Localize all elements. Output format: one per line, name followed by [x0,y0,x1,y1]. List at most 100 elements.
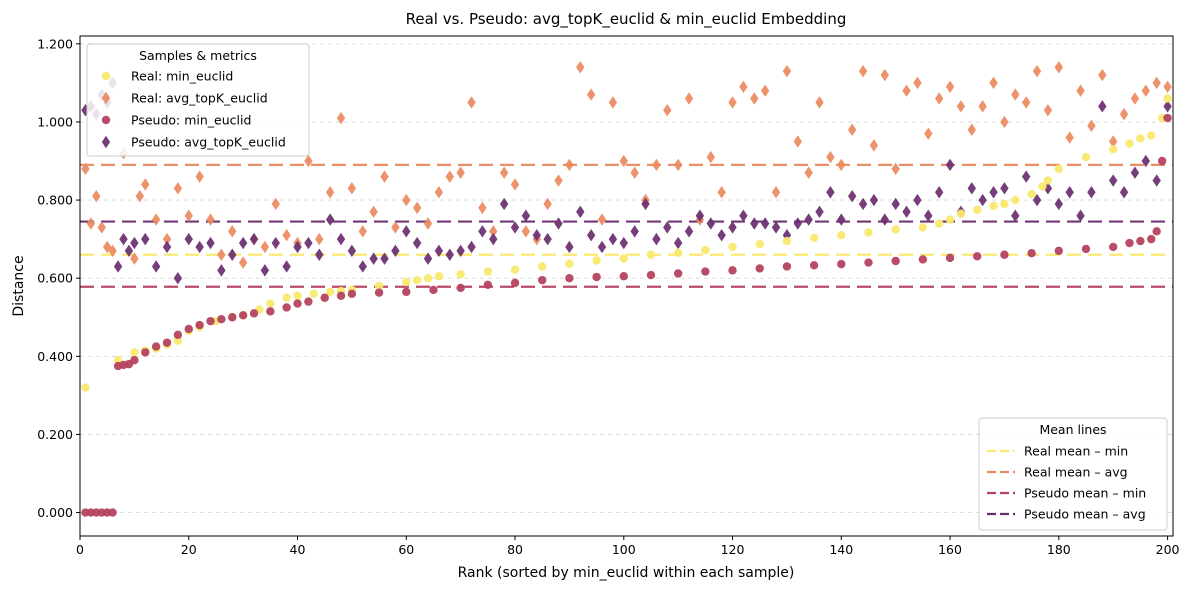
data-point [412,201,422,215]
data-point [1054,246,1064,256]
data-point [108,508,117,517]
data-point [934,92,944,105]
y-axis: 0.000 0.200 0.400 0.600 0.800 1.000 1.200 [37,36,80,520]
y-tick-label: 0.200 [37,427,73,442]
data-point [336,111,346,125]
data-point [1021,96,1031,109]
data-point [739,80,748,93]
data-point [641,197,650,211]
legend-label: Pseudo mean – min [1024,486,1146,501]
data-point [804,213,813,226]
data-point [663,104,672,117]
data-point [380,170,389,183]
data-point [924,127,933,140]
data-point [434,244,444,258]
data-point [173,182,183,195]
data-point [141,232,150,246]
data-point [369,205,378,218]
data-point [1141,84,1151,97]
data-point [673,269,683,278]
data-point [1054,164,1064,174]
data-point [847,123,857,136]
legend-label: Pseudo: avg_topK_euclid [131,135,286,150]
data-point [652,232,661,246]
data-point [521,209,531,222]
data-point [228,225,237,238]
data-point [973,252,982,261]
data-point [478,201,487,215]
data-point [429,285,438,295]
data-point [619,254,628,263]
data-point [1011,195,1020,205]
data-point [325,287,335,297]
data-point [315,232,324,246]
data-point [347,244,357,258]
data-point [238,311,248,320]
plot-frame [79,35,1174,537]
data-point [391,244,400,258]
data-point [260,240,270,254]
data-point [1027,248,1036,258]
data-point [195,320,204,330]
data-point [1000,199,1009,209]
data-point [1011,209,1020,222]
data-point [826,150,835,164]
data-point [586,229,596,242]
legend-marker [101,135,111,149]
data-point [1163,80,1172,93]
data-point [608,96,618,109]
data-point [543,232,552,246]
data-point [913,193,922,207]
data-point [325,213,335,226]
data-point [86,217,96,230]
data-point [809,233,819,243]
data-point [81,162,90,176]
data-point [673,236,683,250]
data-point [1108,145,1118,154]
data-point [695,209,705,222]
data-point [978,100,987,113]
data-point [918,223,928,232]
data-point [402,287,411,297]
data-point [195,170,204,183]
data-point [206,236,215,250]
data-point [782,262,792,271]
data-point [538,262,547,271]
data-point [228,313,237,322]
data-point [804,166,813,179]
data-point [1000,115,1009,129]
data-point [918,255,928,264]
data-point [173,336,183,345]
data-point [162,232,172,246]
data-point [652,158,661,172]
data-point [304,154,313,168]
data-point [837,158,846,172]
data-point [1011,88,1020,101]
data-point [760,84,770,97]
legend-label: Real mean – min [1024,444,1128,459]
data-point [837,231,846,240]
legend-marker [101,91,111,105]
data-point [1108,174,1118,187]
data-point [815,96,824,109]
data-point [750,92,759,105]
data-point [320,293,329,302]
data-point [1038,182,1047,191]
series-legend: Samples & metrics Real: min_euclid Real: … [86,43,310,157]
data-point [891,256,900,266]
data-point [717,229,726,242]
data-point [891,162,900,176]
legend-marker [101,71,111,81]
data-point [141,348,150,357]
data-point [1108,242,1118,252]
data-point [1032,193,1042,207]
x-tick-label: 80 [507,542,523,557]
data-point [750,217,759,230]
x-axis-title: Rank (sorted by min_euclid within each s… [458,565,795,581]
data-point [1098,68,1107,82]
legend-label: Real: avg_topK_euclid [131,91,268,106]
data-point [576,61,585,74]
data-point [282,260,291,273]
data-point [945,158,955,172]
